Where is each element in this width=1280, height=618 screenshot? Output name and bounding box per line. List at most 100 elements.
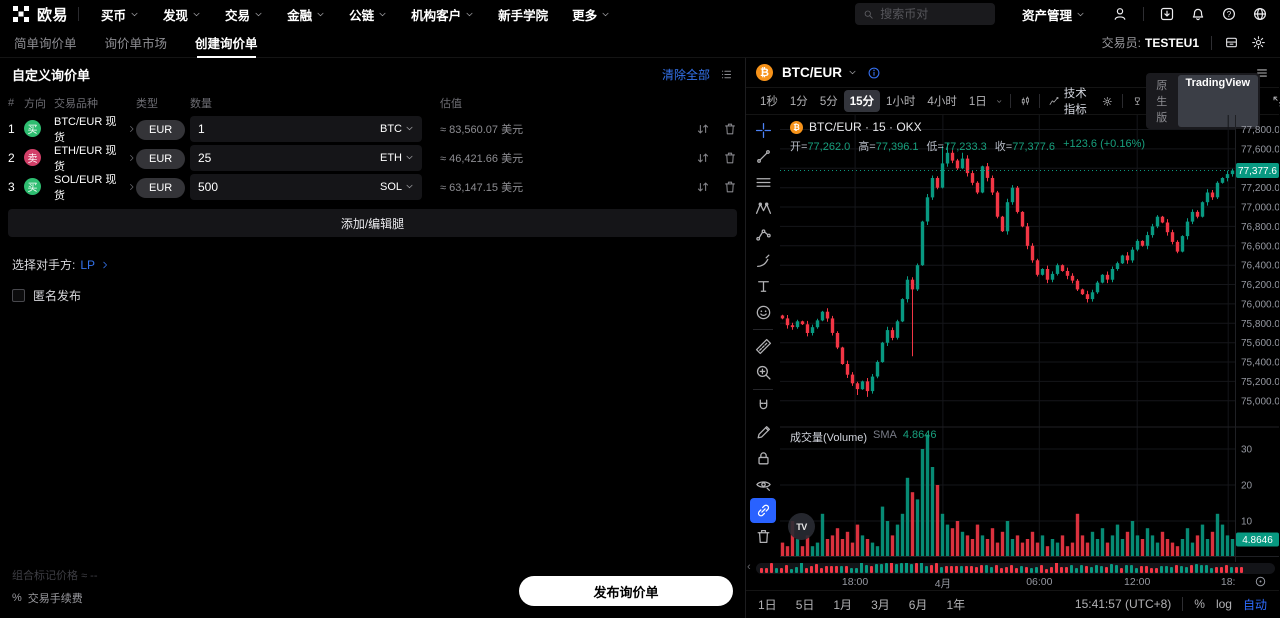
indicators-label[interactable]: 技术指标 — [1063, 88, 1087, 117]
download-app-icon[interactable] — [1159, 6, 1175, 22]
tradingview-logo[interactable]: TV — [788, 513, 815, 541]
requote-icon[interactable] — [696, 122, 710, 136]
menu-item-发现[interactable]: 发现 — [151, 5, 213, 24]
zoom-in-tool[interactable] — [750, 360, 776, 385]
tab-简单询价单[interactable]: 简单询价单 — [14, 37, 77, 51]
menu-item-机构客户[interactable]: 机构客户 — [399, 5, 486, 24]
interval-1分[interactable]: 1分 — [789, 96, 808, 109]
interval-1小时[interactable]: 1小时 — [886, 96, 916, 109]
compare-icon[interactable] — [1132, 94, 1143, 109]
currency-type-pill[interactable]: EUR — [136, 119, 186, 140]
fullscreen-icon[interactable] — [1272, 94, 1280, 109]
chart-symbol[interactable]: BTC/EUR — [782, 65, 842, 81]
candlestick-chart[interactable]: 77,800.077,600.077,400.077,200.077,000.0… — [780, 115, 1279, 563]
scroll-to-realtime-icon[interactable] — [1254, 575, 1267, 588]
range-5日[interactable]: 5日 — [795, 597, 815, 612]
tradingview-tab[interactable]: TradingView — [1177, 75, 1259, 128]
instrument-selector[interactable]: BTC/EUR 现货 — [54, 113, 136, 145]
settings-gear-icon[interactable] — [1251, 35, 1266, 50]
language-globe-icon[interactable] — [1252, 6, 1268, 22]
requote-icon[interactable] — [696, 151, 710, 165]
crosshair-tool[interactable] — [750, 118, 776, 143]
interval-4小时[interactable]: 4小时 — [927, 96, 957, 109]
xabcd-pattern-tool[interactable] — [750, 196, 776, 221]
drawing-mode-tool[interactable] — [750, 420, 776, 445]
range-6月[interactable]: 6月 — [908, 597, 928, 612]
hide-drawings-tool[interactable] — [750, 472, 776, 497]
add-edit-legs-button[interactable]: 添加/编辑腿 — [8, 209, 737, 237]
tab-创建询价单[interactable]: 创建询价单 — [195, 28, 258, 58]
amount-input[interactable] — [198, 179, 380, 194]
indicators-icon[interactable] — [1049, 94, 1060, 109]
instrument-selector[interactable]: SOL/EUR 现货 — [54, 171, 136, 203]
link-tool[interactable] — [750, 498, 776, 524]
asset-management-menu[interactable]: 资产管理 — [1010, 5, 1097, 24]
chart-canvas[interactable]: 77,800.077,600.077,400.077,200.077,000.0… — [780, 115, 1279, 563]
unit-dropdown[interactable]: ETH — [380, 152, 414, 164]
unit-dropdown[interactable]: BTC — [380, 123, 414, 135]
magnet-tool[interactable] — [750, 394, 776, 419]
side-buy-badge[interactable]: 买 — [24, 120, 41, 137]
currency-type-pill[interactable]: EUR — [136, 177, 186, 198]
clock[interactable]: 15:41:57 (UTC+8) — [1074, 597, 1172, 612]
menu-item-新手学院[interactable]: 新手学院 — [498, 8, 549, 23]
tab-询价单市场[interactable]: 询价单市场 — [104, 37, 168, 51]
list-options-icon[interactable] — [720, 68, 733, 81]
info-icon[interactable] — [867, 66, 881, 80]
lock-tool[interactable] — [750, 446, 776, 471]
menu-item-更多[interactable]: 更多 — [560, 5, 622, 24]
side-buy-badge[interactable]: 买 — [24, 178, 41, 195]
range-1日[interactable]: 1日 — [758, 597, 777, 612]
range-3月[interactable]: 3月 — [871, 597, 890, 612]
ruler-tool[interactable] — [750, 334, 776, 359]
menu-item-交易[interactable]: 交易 — [213, 5, 275, 24]
instrument-selector[interactable]: ETH/EUR 现货 — [54, 142, 136, 174]
menu-item-金融[interactable]: 金融 — [275, 5, 337, 24]
amount-input[interactable] — [198, 121, 380, 136]
log-scale-button[interactable]: log — [1215, 597, 1232, 612]
user-icon[interactable] — [1112, 6, 1128, 22]
trading-fee-row[interactable]: % 交易手续费 — [12, 590, 97, 606]
timeline-scrollbar[interactable] — [756, 563, 1275, 575]
chart-settings-icon[interactable] — [1102, 94, 1113, 109]
side-sell-badge[interactable]: 卖 — [24, 149, 41, 166]
menu-item-买币[interactable]: 买币 — [89, 5, 151, 24]
interval-5分[interactable]: 5分 — [819, 96, 838, 109]
text-tool[interactable] — [750, 274, 776, 299]
search-input[interactable] — [880, 7, 987, 21]
amount-input-wrap[interactable]: BTC — [190, 115, 422, 142]
brush-tool[interactable] — [750, 248, 776, 273]
chevron-down-icon[interactable] — [848, 68, 857, 77]
requote-icon[interactable] — [696, 180, 710, 194]
order-history-icon[interactable] — [1224, 35, 1239, 50]
remove-drawings-tool[interactable] — [750, 524, 776, 549]
amount-input-wrap[interactable]: SOL — [190, 173, 422, 200]
range-1月[interactable]: 1月 — [833, 597, 853, 612]
interval-1日[interactable]: 1日 — [968, 96, 987, 109]
okx-logo[interactable]: 欧易 — [12, 4, 68, 25]
unit-dropdown[interactable]: SOL — [380, 181, 414, 193]
notifications-icon[interactable] — [1190, 6, 1206, 22]
delete-leg-icon[interactable] — [723, 122, 737, 136]
currency-type-pill[interactable]: EUR — [136, 148, 186, 169]
anonymous-checkbox[interactable] — [12, 289, 25, 302]
scroll-left-icon[interactable]: ‹ — [747, 561, 751, 574]
range-1年[interactable]: 1年 — [946, 597, 966, 612]
clear-all-button[interactable]: 清除全部 — [661, 67, 710, 82]
horizontal-line-tool[interactable] — [750, 170, 776, 195]
interval-more-icon[interactable] — [996, 97, 1002, 106]
delete-leg-icon[interactable] — [723, 180, 737, 194]
interval-15分[interactable]: 15分 — [843, 90, 881, 113]
auto-scale-button[interactable]: 自动 — [1242, 597, 1267, 612]
percent-scale-button[interactable]: % — [1194, 597, 1205, 612]
publish-rfq-button[interactable]: 发布询价单 — [519, 576, 733, 606]
interval-1秒[interactable]: 1秒 — [760, 96, 778, 109]
delete-leg-icon[interactable] — [723, 151, 737, 165]
anonymous-checkbox-row[interactable]: 匿名发布 — [12, 287, 733, 304]
help-icon[interactable]: ? — [1221, 6, 1237, 22]
native-version-tab[interactable]: 原生版 — [1156, 80, 1168, 125]
candle-style-icon[interactable] — [1020, 94, 1031, 109]
time-axis[interactable]: 18:00 4月 06:00 12:00 18: — [746, 575, 1279, 590]
search-box[interactable] — [854, 3, 995, 25]
forecast-tool[interactable] — [750, 222, 776, 247]
